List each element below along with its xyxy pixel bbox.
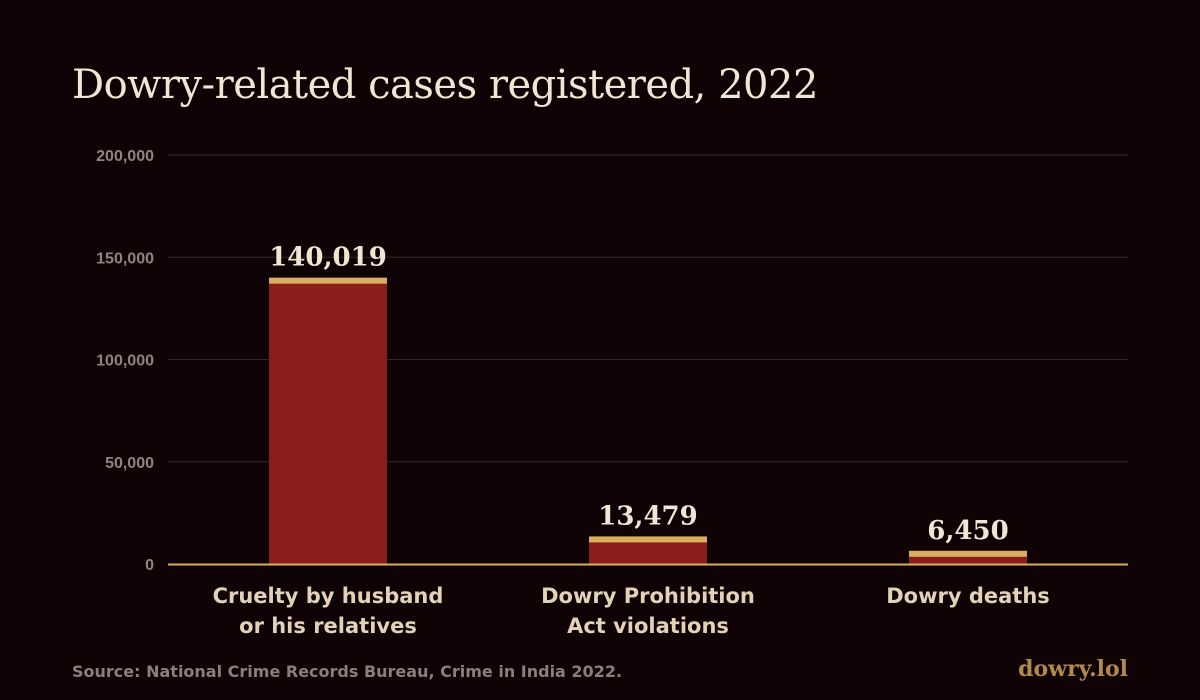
y-tick-label: 200,000 [96, 148, 154, 165]
source-note: Source: National Crime Records Bureau, C… [72, 662, 623, 681]
value-labels: 140,019 13,479 6,450 [269, 243, 1009, 546]
bar-cap [589, 536, 707, 543]
category-labels: Cruelty by husband or his relatives Dowry … [213, 584, 1050, 638]
y-tick-label: 0 [145, 557, 154, 574]
bar [269, 277, 387, 564]
bars [269, 277, 1027, 564]
y-tick-label: 50,000 [105, 455, 154, 472]
chart-title: Dowry-related cases registered, 2022 [72, 62, 818, 108]
y-axis-ticks: 0 50,000 100,000 150,000 200,000 [96, 148, 154, 574]
y-tick-label: 150,000 [96, 250, 154, 267]
bar-cap [909, 550, 1027, 557]
x-category-label: Dowry Prohibition Act violations [541, 584, 755, 638]
x-category-label: Dowry deaths [886, 584, 1050, 608]
bar-value-label: 13,479 [598, 501, 698, 531]
bar-value-label: 140,019 [269, 243, 387, 273]
bar-value-label: 6,450 [927, 516, 1008, 546]
y-tick-label: 100,000 [96, 353, 154, 370]
brand-mark: dowry.lol [1018, 656, 1128, 682]
x-category-label: Cruelty by husband or his relatives [213, 584, 444, 638]
bar-cap [269, 277, 387, 284]
